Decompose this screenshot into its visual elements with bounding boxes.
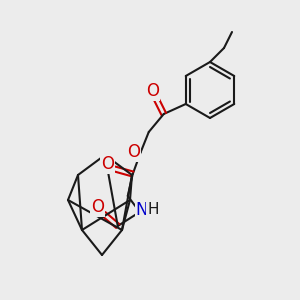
Text: O: O: [101, 155, 114, 173]
Text: N: N: [136, 201, 148, 219]
Text: O: O: [146, 82, 159, 100]
Text: O: O: [127, 143, 140, 161]
Text: O: O: [91, 198, 104, 216]
Text: H: H: [147, 202, 158, 217]
